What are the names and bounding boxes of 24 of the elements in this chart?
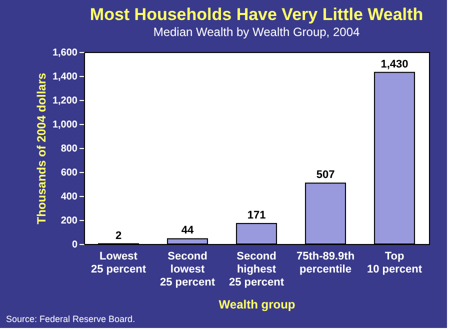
x-tick-label: Second lowest 25 percent xyxy=(160,250,216,288)
chart-subtitle: Median Wealth by Wealth Group, 2004 xyxy=(153,25,360,39)
y-tick-label: 1,400 xyxy=(52,72,78,82)
x-tick-label: Lowest 25 percent xyxy=(90,250,146,276)
y-tick-label: 200 xyxy=(60,216,78,226)
chart-title: Most Households Have Very Little Wealth xyxy=(90,5,424,24)
x-axis-title: Wealth group xyxy=(218,298,296,312)
y-tick-label: 1,000 xyxy=(52,120,78,130)
y-tick-label: 1,600 xyxy=(52,48,78,58)
x-tick-label: Top 10 percent xyxy=(366,250,422,276)
data-label: 507 xyxy=(316,169,335,182)
data-label: 1,430 xyxy=(380,58,408,70)
x-tick-label: 75th-89.9th percentile xyxy=(296,250,355,276)
y-axis-title: Thousands of 2004 dollars xyxy=(34,72,48,224)
y-tick-label: 0 xyxy=(72,240,78,250)
y-tick-label: 600 xyxy=(60,168,78,178)
y-tick-label: 800 xyxy=(60,144,78,154)
y-tick-label: 1,200 xyxy=(52,96,78,106)
data-label: 2 xyxy=(115,230,122,242)
data-label: 44 xyxy=(181,224,194,237)
source-note: Source: Federal Reserve Board. xyxy=(6,314,136,324)
x-tick-label: Second highest 25 percent xyxy=(228,250,284,288)
y-tick-label: 400 xyxy=(60,192,78,202)
data-label: 171 xyxy=(247,209,266,222)
